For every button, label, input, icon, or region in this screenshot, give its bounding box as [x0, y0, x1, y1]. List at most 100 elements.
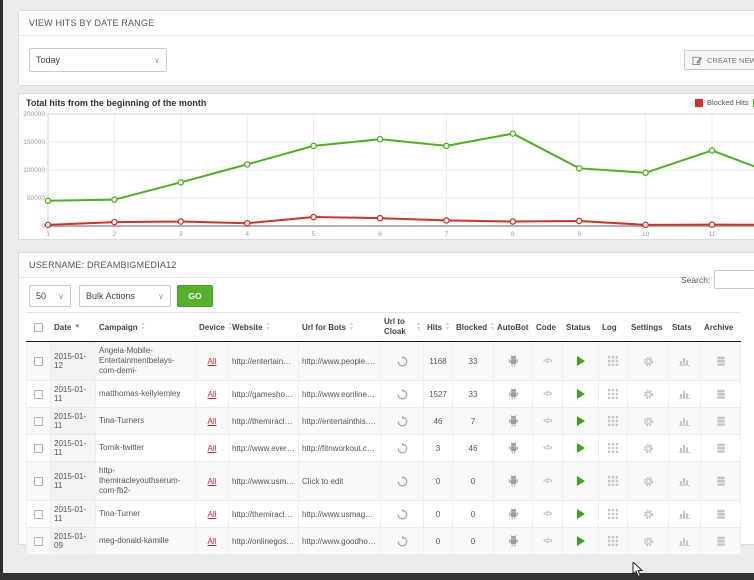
- select-all-checkbox[interactable]: [34, 322, 43, 332]
- device-link[interactable]: All: [207, 536, 217, 546]
- column-header-campaign[interactable]: Campaign ▲ ▼: [99, 321, 146, 332]
- stats-barchart-icon[interactable]: [678, 389, 691, 399]
- svg-text:8: 8: [511, 231, 515, 238]
- code-icon[interactable]: </>: [543, 357, 552, 365]
- go-button[interactable]: GO: [177, 285, 213, 307]
- url-to-cloak-icon[interactable]: [397, 388, 408, 400]
- column-header-url-for-bots[interactable]: Url for Bots ▲ ▼: [302, 321, 354, 332]
- url-to-cloak-icon[interactable]: [397, 475, 408, 487]
- settings-gear-icon[interactable]: [643, 356, 654, 367]
- chart-title: Total hits from the beginning of the mon…: [26, 98, 207, 108]
- chevron-down-icon: ∨: [158, 291, 164, 301]
- url-to-cloak-icon[interactable]: [397, 442, 408, 454]
- status-play-icon[interactable]: [576, 443, 585, 453]
- row-checkbox[interactable]: [34, 356, 43, 366]
- log-grid-icon[interactable]: [608, 416, 618, 426]
- archive-database-icon[interactable]: [716, 416, 726, 427]
- sort-desc-icon: ▼: [74, 324, 81, 330]
- status-play-icon[interactable]: [576, 509, 585, 519]
- log-grid-icon[interactable]: [608, 536, 618, 546]
- code-icon[interactable]: </>: [543, 537, 552, 545]
- status-play-icon[interactable]: [576, 389, 585, 399]
- row-stats-cell: [669, 381, 701, 407]
- code-icon[interactable]: </>: [543, 510, 552, 518]
- autobot-android-icon[interactable]: [508, 535, 519, 547]
- archive-database-icon[interactable]: [716, 509, 726, 520]
- log-grid-icon[interactable]: [608, 443, 618, 453]
- stats-barchart-icon[interactable]: [678, 356, 691, 366]
- log-grid-icon[interactable]: [608, 509, 618, 519]
- stats-barchart-icon[interactable]: [678, 416, 691, 426]
- row-checkbox[interactable]: [34, 476, 43, 486]
- autobot-android-icon[interactable]: [508, 475, 519, 487]
- url-to-cloak-icon[interactable]: [397, 535, 408, 547]
- date-range-select[interactable]: Today ∨: [29, 48, 167, 72]
- column-header-date[interactable]: Date ▼: [54, 322, 81, 332]
- device-link[interactable]: All: [207, 476, 217, 486]
- settings-gear-icon[interactable]: [643, 476, 654, 487]
- archive-database-icon[interactable]: [716, 389, 726, 400]
- code-icon[interactable]: </>: [543, 390, 552, 398]
- archive-database-icon[interactable]: [716, 356, 726, 367]
- status-play-icon[interactable]: [576, 476, 585, 486]
- row-checkbox[interactable]: [34, 536, 43, 546]
- settings-gear-icon[interactable]: [643, 389, 654, 400]
- svg-text:7: 7: [445, 231, 449, 238]
- row-checkbox[interactable]: [34, 416, 43, 426]
- device-link[interactable]: All: [207, 509, 217, 519]
- archive-database-icon[interactable]: [716, 443, 726, 454]
- column-header-hits[interactable]: Hits ▲ ▼: [427, 321, 451, 332]
- svg-text:6: 6: [378, 231, 382, 238]
- archive-database-icon[interactable]: [716, 476, 726, 487]
- status-play-icon[interactable]: [576, 356, 585, 366]
- column-header-url-to-cloak[interactable]: Url to Cloak ▲ ▼: [384, 317, 421, 336]
- svg-text:5: 5: [312, 231, 316, 238]
- autobot-android-icon[interactable]: [508, 355, 519, 367]
- settings-gear-icon[interactable]: [643, 509, 654, 520]
- legend-swatch-valid: [752, 98, 754, 107]
- status-play-icon[interactable]: [576, 536, 585, 546]
- stats-barchart-icon[interactable]: [678, 509, 691, 519]
- column-header-blocked[interactable]: Blocked ▲ ▼: [456, 321, 496, 332]
- code-icon[interactable]: </>: [543, 477, 552, 485]
- svg-text:10: 10: [642, 231, 650, 238]
- column-header-code: Code: [536, 322, 556, 332]
- autobot-android-icon[interactable]: [508, 388, 519, 400]
- device-link[interactable]: All: [207, 389, 217, 399]
- settings-gear-icon[interactable]: [643, 416, 654, 427]
- column-header-log: Log: [602, 322, 617, 332]
- url-to-cloak-icon[interactable]: [397, 355, 408, 367]
- status-play-icon[interactable]: [576, 416, 585, 426]
- row-checkbox[interactable]: [34, 443, 43, 453]
- page-size-select[interactable]: 50 ∨: [29, 285, 71, 307]
- row-checkbox[interactable]: [34, 509, 43, 519]
- log-grid-icon[interactable]: [608, 389, 618, 399]
- row-autobot-cell: [494, 342, 533, 380]
- device-link[interactable]: All: [207, 356, 217, 366]
- url-to-cloak-icon[interactable]: [397, 508, 408, 520]
- stats-barchart-icon[interactable]: [678, 476, 691, 486]
- autobot-android-icon[interactable]: [508, 442, 519, 454]
- legend-label-blocked: Blocked Hits: [707, 98, 749, 107]
- row-checkbox[interactable]: [34, 389, 43, 399]
- svg-text:11: 11: [709, 231, 716, 238]
- settings-gear-icon[interactable]: [643, 536, 654, 547]
- stats-barchart-icon[interactable]: [678, 443, 691, 453]
- create-campaign-button[interactable]: CREATE NEW CAMPAIGN: [684, 50, 754, 70]
- device-link[interactable]: All: [207, 443, 217, 453]
- column-header-device[interactable]: Device ▲ ▼: [199, 321, 233, 332]
- log-grid-icon[interactable]: [608, 356, 618, 366]
- log-grid-icon[interactable]: [608, 476, 618, 486]
- code-icon[interactable]: </>: [543, 417, 552, 425]
- search-input[interactable]: [714, 270, 754, 289]
- settings-gear-icon[interactable]: [643, 443, 654, 454]
- device-link[interactable]: All: [207, 416, 217, 426]
- code-icon[interactable]: </>: [543, 444, 552, 452]
- bulk-actions-select[interactable]: Bulk Actions ∨: [79, 285, 171, 307]
- autobot-android-icon[interactable]: [508, 415, 519, 427]
- archive-database-icon[interactable]: [716, 536, 726, 547]
- autobot-android-icon[interactable]: [508, 508, 519, 520]
- column-header-website[interactable]: Website ▲ ▼: [232, 321, 271, 332]
- url-to-cloak-icon[interactable]: [397, 415, 408, 427]
- stats-barchart-icon[interactable]: [678, 536, 691, 546]
